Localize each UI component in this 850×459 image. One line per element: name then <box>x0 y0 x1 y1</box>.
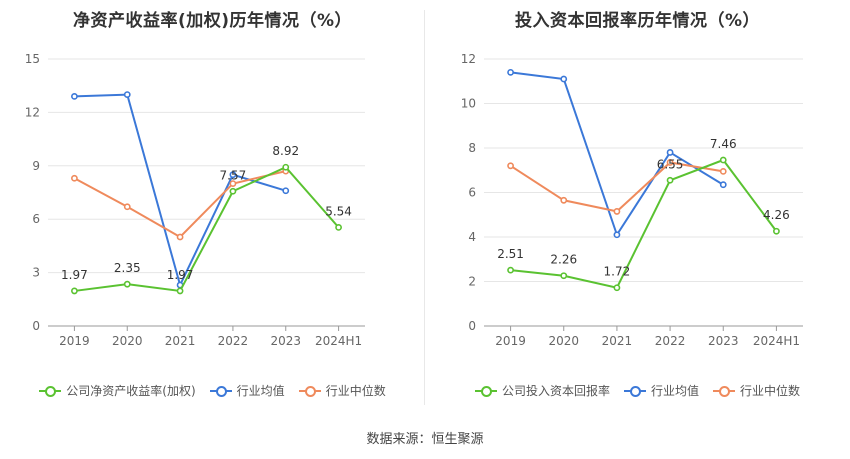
legend-marker-icon <box>298 385 321 397</box>
legend-item[interactable]: 行业均值 <box>209 382 285 399</box>
data-label: 7.46 <box>710 137 737 151</box>
x-tick-label: 2023 <box>270 334 301 348</box>
data-point <box>71 174 78 182</box>
y-tick-label: 0 <box>468 319 476 333</box>
data-point <box>282 187 290 195</box>
data-label: 2.26 <box>550 253 577 267</box>
x-tick-label: 2022 <box>218 334 249 348</box>
data-label: 5.54 <box>325 204 352 218</box>
legend-label: 行业均值 <box>650 384 699 398</box>
legend-item[interactable]: 行业中位数 <box>298 382 386 399</box>
data-point <box>613 231 621 239</box>
data-point <box>229 187 237 195</box>
data-point <box>613 284 621 292</box>
data-point <box>123 91 131 98</box>
data-label: 4.26 <box>763 208 790 222</box>
data-label: 6.55 <box>657 157 684 171</box>
y-tick-label: 12 <box>461 52 476 66</box>
data-point <box>560 196 568 204</box>
y-tick-label: 4 <box>468 230 476 244</box>
data-point <box>123 280 131 288</box>
data-point <box>282 163 290 171</box>
y-tick-label: 8 <box>468 141 476 155</box>
data-point <box>666 159 674 166</box>
data-point <box>229 180 237 187</box>
legend-item[interactable]: 行业均值 <box>623 382 699 399</box>
y-tick-label: 0 <box>32 319 40 333</box>
y-tick-label: 9 <box>32 159 40 173</box>
roic-line-chart: 0 2 4 6 8 10 12 2019 2020 2021 2022 2023 2024H1 2.51 2… <box>461 52 803 348</box>
data-point <box>560 272 568 280</box>
data-label: 7.57 <box>220 168 247 182</box>
legend-item[interactable]: 公司投入资本回报率 <box>474 382 610 399</box>
x-tick-label: 2023 <box>708 334 739 348</box>
x-tick-label: 2020 <box>548 334 579 348</box>
x-tick-label: 2019 <box>59 334 90 348</box>
data-label: 1.97 <box>167 268 194 282</box>
legend-label: 行业中位数 <box>740 384 801 398</box>
panel-divider <box>424 10 425 405</box>
roe-chart-panel: 净资产收益率(加权)历年情况（%） 0 3 6 9 12 15 2019 2020 2021 20… <box>0 0 425 420</box>
legend-marker-icon <box>209 385 232 397</box>
data-point <box>507 162 514 170</box>
y-tick-label: 6 <box>32 212 40 226</box>
data-point <box>71 92 78 100</box>
data-label: 1.72 <box>604 265 631 279</box>
x-tick-label: 2024H1 <box>753 334 800 348</box>
chart-legend: 公司投入资本回报率 行业均值 行业中位数 <box>425 382 850 399</box>
y-tick-label: 2 <box>468 275 476 289</box>
data-point <box>719 167 727 175</box>
x-tick-label: 2021 <box>602 334 633 348</box>
data-point <box>507 266 514 274</box>
y-tick-label: 6 <box>468 186 476 200</box>
legend-item[interactable]: 公司净资产收益率(加权) <box>39 382 196 399</box>
roic-chart-panel: 投入资本回报率历年情况（%） 0 2 4 6 8 10 12 2019 2020 2021 2022… <box>425 0 850 420</box>
legend-marker-icon <box>713 385 735 397</box>
legend-label: 公司投入资本回报率 <box>501 384 610 398</box>
chart-legend: 公司净资产收益率(加权) 行业均值 行业中位数 <box>0 382 425 399</box>
data-label: 2.35 <box>114 261 141 275</box>
y-tick-label: 3 <box>32 266 40 280</box>
data-label: 2.51 <box>497 247 524 261</box>
legend-item[interactable]: 行业中位数 <box>713 382 800 399</box>
series-line <box>510 161 724 213</box>
x-tick-label: 2022 <box>655 334 686 348</box>
data-point <box>176 287 184 295</box>
y-tick-label: 15 <box>25 52 40 66</box>
series-line <box>74 93 287 288</box>
y-tick-label: 10 <box>461 97 476 111</box>
data-point <box>507 68 514 76</box>
chart-title: 投入资本回报率历年情况（%） <box>514 11 761 31</box>
legend-marker-icon <box>623 385 646 397</box>
legend-marker-icon <box>474 385 497 397</box>
data-label: 1.97 <box>61 268 88 282</box>
data-point <box>71 287 78 295</box>
data-label: 8.92 <box>272 144 299 158</box>
data-point <box>560 75 568 83</box>
series-line <box>74 166 340 293</box>
series-line <box>510 158 778 289</box>
data-point <box>123 203 131 211</box>
y-tick-label: 12 <box>25 105 40 119</box>
data-point <box>176 233 184 241</box>
roe-line-chart: 0 3 6 9 12 15 2019 2020 2021 2022 2023 2024H1 1.97 2.… <box>25 52 365 348</box>
x-tick-label: 2021 <box>165 334 196 348</box>
chart-title: 净资产收益率(加权)历年情况（%） <box>72 11 353 31</box>
x-tick-label: 2020 <box>112 334 143 348</box>
data-point <box>335 223 342 231</box>
data-point <box>666 149 674 156</box>
legend-marker-icon <box>39 385 62 397</box>
legend-label: 行业均值 <box>236 384 285 398</box>
data-point <box>773 227 780 235</box>
data-point <box>719 181 727 189</box>
data-point <box>666 176 674 184</box>
legend-label: 行业中位数 <box>325 384 386 398</box>
legend-label: 公司净资产收益率(加权) <box>66 384 196 398</box>
data-point <box>229 171 237 179</box>
data-point <box>719 156 727 164</box>
data-source-footer: 数据来源：恒生聚源 <box>366 432 484 447</box>
x-tick-label: 2019 <box>495 334 526 348</box>
x-tick-label: 2024H1 <box>315 334 362 348</box>
data-point <box>613 208 621 215</box>
